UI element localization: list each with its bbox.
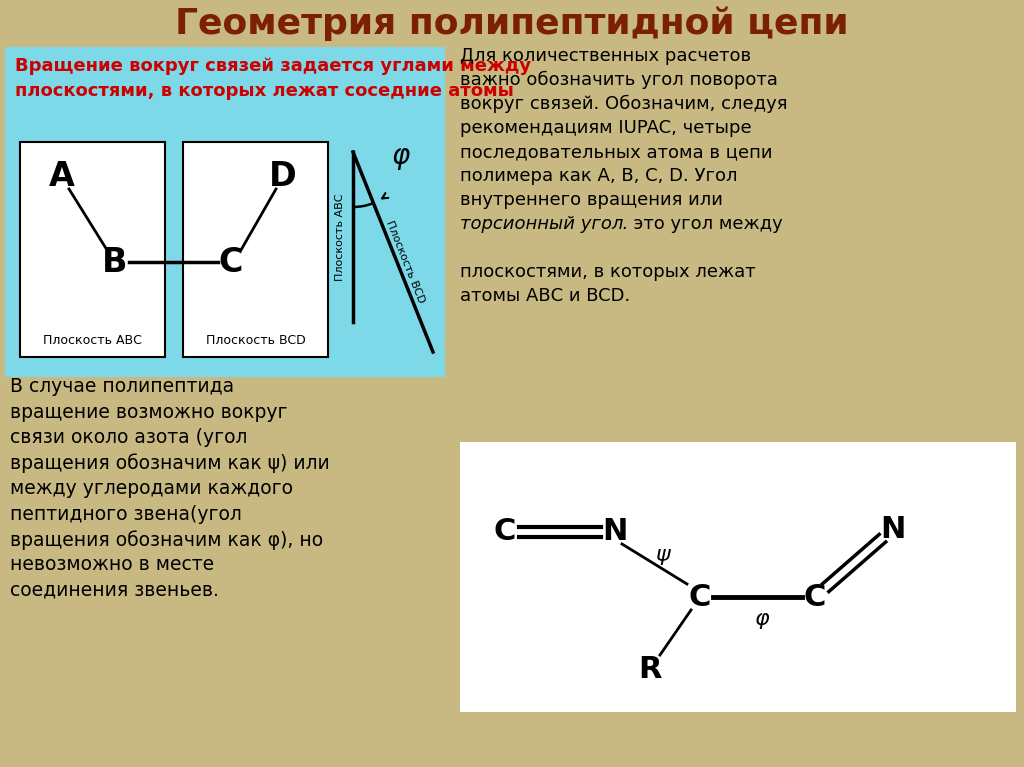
Text: φ: φ xyxy=(392,141,411,170)
Text: Плоскость BCD: Плоскость BCD xyxy=(206,334,305,347)
Text: . это угол между: . это угол между xyxy=(622,215,782,233)
Text: последовательных атома в цепи: последовательных атома в цепи xyxy=(460,143,772,161)
Text: невозможно в месте: невозможно в месте xyxy=(10,555,214,574)
Text: ψ: ψ xyxy=(654,545,670,565)
Text: плоскостями, в которых лежат: плоскостями, в которых лежат xyxy=(460,263,756,281)
Text: важно обозначить угол поворота: важно обозначить угол поворота xyxy=(460,71,778,89)
Text: связи около азота (угол: связи около азота (угол xyxy=(10,428,248,447)
Text: Для количественных расчетов: Для количественных расчетов xyxy=(460,47,752,65)
Text: Плоскость BCD: Плоскость BCD xyxy=(384,219,426,304)
Text: пептидного звена(угол: пептидного звена(угол xyxy=(10,505,242,524)
Text: между углеродами каждого: между углеродами каждого xyxy=(10,479,293,498)
Text: A: A xyxy=(49,160,75,193)
Bar xyxy=(5,47,445,377)
Text: внутреннего вращения или: внутреннего вращения или xyxy=(460,191,723,209)
Text: N: N xyxy=(881,515,905,544)
Text: атомы АВС и BCD.: атомы АВС и BCD. xyxy=(460,287,630,305)
Text: C: C xyxy=(494,518,516,547)
Bar xyxy=(183,142,328,357)
Text: плоскостями, в которых лежат соседние атомы: плоскостями, в которых лежат соседние ат… xyxy=(15,82,514,100)
Text: φ: φ xyxy=(755,609,769,629)
Text: вращение возможно вокруг: вращение возможно вокруг xyxy=(10,403,288,422)
Bar xyxy=(20,142,165,357)
Bar xyxy=(460,442,1016,712)
Text: вращения обозначим как φ), но: вращения обозначим как φ), но xyxy=(10,530,324,550)
Text: соединения звеньев.: соединения звеньев. xyxy=(10,581,219,600)
Text: вокруг связей. Обозначим, следуя: вокруг связей. Обозначим, следуя xyxy=(460,95,787,114)
Text: рекомендациям IUPAC, четыре: рекомендациям IUPAC, четыре xyxy=(460,119,752,137)
Text: C: C xyxy=(804,582,826,611)
Text: вращения обозначим как ψ) или: вращения обозначим как ψ) или xyxy=(10,453,330,473)
Text: полимера как А, В, С, D. Угол: полимера как А, В, С, D. Угол xyxy=(460,167,737,185)
Text: R: R xyxy=(638,656,662,684)
Text: D: D xyxy=(269,160,297,193)
Text: Геометрия полипептидной цепи: Геометрия полипептидной цепи xyxy=(175,7,849,41)
Text: N: N xyxy=(602,518,628,547)
Text: Плоскость АВС: Плоскость АВС xyxy=(335,193,345,281)
Text: торсионный угол: торсионный угол xyxy=(460,215,624,233)
Text: B: B xyxy=(102,245,128,278)
Text: C: C xyxy=(219,245,244,278)
Text: В случае полипептида: В случае полипептида xyxy=(10,377,234,396)
Text: C: C xyxy=(689,582,712,611)
Text: Вращение вокруг связей задается углами между: Вращение вокруг связей задается углами м… xyxy=(15,57,531,75)
Text: Плоскость АВС: Плоскость АВС xyxy=(43,334,142,347)
